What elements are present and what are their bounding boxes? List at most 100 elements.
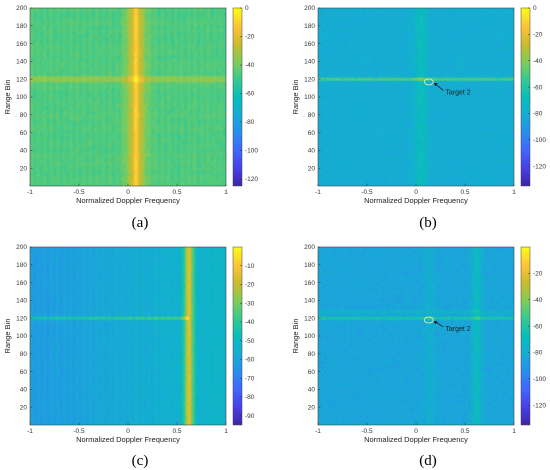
y-tick-label: 20: [20, 404, 28, 411]
y-tick-label: 20: [20, 165, 28, 172]
colorbar-tick-label: -100: [245, 148, 258, 155]
y-tick-label: 160: [304, 280, 315, 287]
colorbar-tick-label: -60: [533, 84, 543, 91]
y-tick-label: 80: [20, 112, 28, 119]
y-tick-label: 160: [304, 41, 315, 48]
colorbar-tick-label: -20: [533, 271, 543, 278]
y-tick-label: 180: [304, 262, 315, 269]
y-axis-label: Range Bin: [3, 318, 12, 353]
x-tick-label: -0.5: [361, 189, 373, 196]
annotation-label: Target 2: [445, 326, 470, 333]
colorbar-tick-label: -40: [533, 297, 543, 304]
colorbar-tick-label: -10: [245, 263, 255, 270]
y-tick-label: 120: [304, 315, 315, 322]
y-tick-label: 100: [16, 94, 27, 101]
colorbar-tick-label: -100: [533, 376, 546, 383]
panel-caption: (c): [132, 453, 149, 469]
y-tick-label: 160: [16, 41, 27, 48]
colorbar-tick-label: -20: [245, 34, 255, 41]
colorbar-tick-label: -80: [533, 111, 543, 118]
x-tick-label: 1: [512, 428, 516, 435]
y-tick-label: 180: [304, 23, 315, 30]
chart-panel-3: -1 -0.5 0 0.5 120406080100120140160180200Nor…: [3, 244, 255, 469]
colorbar-tick-label: -80: [245, 119, 255, 126]
x-tick-label: 0.5: [172, 428, 181, 435]
annotation-label: Target 2: [445, 90, 470, 97]
x-tick-label: -0.5: [73, 428, 85, 435]
x-tick-label: 1: [224, 428, 228, 435]
x-tick-label: -1: [315, 189, 321, 196]
colorbar: [233, 247, 242, 425]
y-tick-label: 140: [16, 59, 27, 66]
colorbar: [233, 8, 242, 186]
x-tick-label: 1: [512, 189, 516, 196]
x-tick-label: -1: [27, 189, 33, 196]
y-tick-label: 80: [20, 351, 28, 358]
y-tick-label: 80: [308, 351, 316, 358]
y-tick-label: 120: [16, 315, 27, 322]
y-tick-label: 20: [308, 165, 316, 172]
target-marker: [423, 78, 434, 86]
x-axis-label: Normalized Doppler Frequency: [364, 435, 468, 444]
y-tick-label: 160: [16, 280, 27, 287]
y-tick-label: 40: [308, 387, 316, 394]
colorbar-tick-label: -50: [245, 338, 255, 345]
colorbar-tick-label: -60: [245, 91, 255, 98]
heatmap-image: [318, 247, 514, 425]
y-tick-label: 60: [308, 130, 316, 137]
x-axis-label: Normalized Doppler Frequency: [364, 196, 468, 205]
x-axis-label: Normalized Doppler Frequency: [76, 196, 180, 205]
panel-caption: (d): [419, 453, 437, 469]
x-axis-label: Normalized Doppler Frequency: [76, 435, 180, 444]
colorbar-tick-label: -40: [533, 58, 543, 65]
y-tick-label: 140: [304, 298, 315, 305]
colorbar-tick-label: 0: [533, 5, 537, 12]
x-tick-label: -0.5: [361, 428, 373, 435]
colorbar: [521, 247, 530, 425]
colorbar-tick-label: -20: [245, 282, 255, 289]
y-tick-label: 60: [20, 369, 28, 376]
y-tick-label: 100: [16, 333, 27, 340]
y-tick-label: 200: [16, 244, 27, 251]
y-tick-label: 40: [20, 387, 28, 394]
y-axis-label: Range Bin: [3, 79, 12, 114]
y-tick-label: 120: [304, 76, 315, 83]
colorbar-tick-label: -120: [533, 163, 546, 170]
colorbar: [521, 8, 530, 186]
colorbar-tick-label: -20: [533, 32, 543, 39]
x-tick-label: 0: [126, 189, 130, 196]
annotation-arrowhead: [433, 320, 438, 325]
y-tick-label: 40: [308, 148, 316, 155]
panel-caption: (b): [419, 215, 437, 231]
x-tick-label: -1: [315, 428, 321, 435]
y-tick-label: 180: [16, 262, 27, 269]
colorbar-frame: [232, 246, 243, 426]
y-tick-label: 100: [304, 333, 315, 340]
y-tick-label: 200: [16, 5, 27, 12]
colorbar-tick-label: -30: [245, 300, 255, 307]
chart-panel-4: -1 -0.5 0 0.5 120406080100120140160180200Nor…: [291, 244, 546, 469]
colorbar-frame: [520, 246, 531, 426]
y-tick-label: 140: [304, 59, 315, 66]
x-tick-label: 0.5: [460, 189, 469, 196]
x-tick-label: 0: [414, 428, 418, 435]
colorbar-tick-label: -120: [245, 176, 258, 183]
y-tick-label: 80: [308, 112, 316, 119]
y-tick-label: 140: [16, 298, 27, 305]
target-marker: [423, 316, 434, 324]
x-tick-label: 1: [224, 189, 228, 196]
y-tick-label: 60: [308, 369, 316, 376]
y-tick-label: 120: [16, 76, 27, 83]
colorbar-frame: [232, 7, 243, 187]
x-tick-label: -0.5: [73, 189, 85, 196]
colorbar-tick-label: -100: [533, 137, 546, 144]
x-tick-label: 0.5: [172, 189, 181, 196]
y-tick-label: 200: [304, 5, 315, 12]
y-tick-label: 60: [20, 130, 28, 137]
colorbar-tick-label: -40: [245, 62, 255, 69]
y-axis-label: Range Bin: [291, 79, 300, 114]
colorbar-tick-label: -60: [533, 323, 543, 330]
colorbar-frame: [520, 7, 531, 187]
chart-panel-1: -1 -0.5 0 0.5 120406080100120140160180200Nor…: [3, 5, 258, 231]
